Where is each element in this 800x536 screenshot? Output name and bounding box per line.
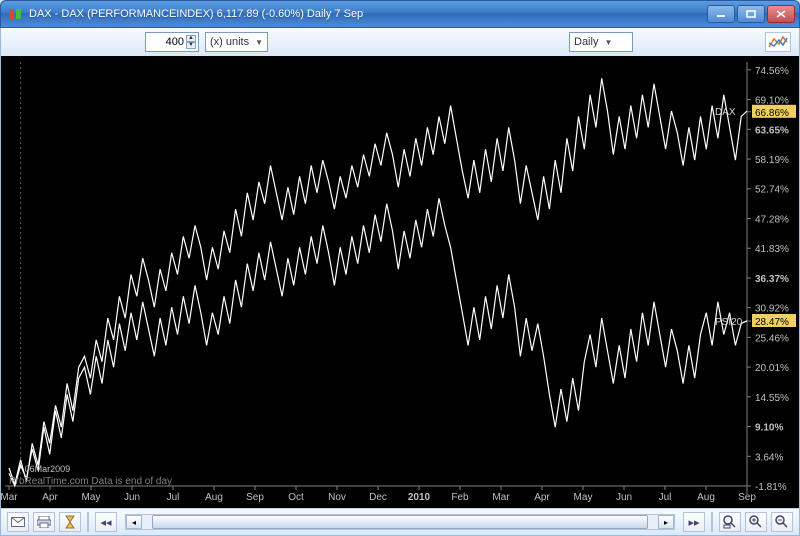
svg-text:Jun: Jun [124,492,140,503]
svg-text:Sep: Sep [246,492,264,503]
timeframe-combo[interactable]: Daily ▼ [569,32,633,52]
svg-text:ProRealTime.com Data is end: ProRealTime.com Data is end of day [9,476,172,487]
units-combo-label: (x) units [210,36,249,48]
svg-text:52.74%: 52.74% [755,185,789,196]
units-spinner[interactable]: ▲ ▼ [145,32,199,52]
close-button[interactable] [767,5,795,23]
time-scrollbar[interactable]: ◂ ▸ [125,514,675,530]
svg-text:28.47%: 28.47% [755,317,789,328]
nav-last-button[interactable]: ▸▸ [683,512,705,532]
window-title: DAX - DAX (PERFORMANCEINDEX) 6,117.89 (-… [29,8,707,20]
units-combo[interactable]: (x) units ▼ [205,32,268,52]
print-icon[interactable] [33,512,55,532]
svg-text:DAX: DAX [715,107,736,118]
zoom-region-button[interactable] [719,512,741,532]
nav-first-button[interactable]: ◂◂ [95,512,117,532]
spinner-up-button[interactable]: ▲ [186,35,196,42]
svg-text:63.65%: 63.65% [755,125,789,136]
svg-text:Feb: Feb [451,492,469,503]
svg-text:Apr: Apr [42,492,58,503]
hourglass-icon[interactable] [59,512,81,532]
svg-text:25.46%: 25.46% [755,333,789,344]
minimize-button[interactable] [707,5,735,23]
spinner-down-button[interactable]: ▼ [186,42,196,49]
scroll-thumb[interactable] [152,515,647,529]
svg-text:30.92%: 30.92% [755,304,789,315]
scroll-left-button[interactable]: ◂ [126,515,142,529]
svg-text:Jun: Jun [616,492,632,503]
top-toolbar: ▲ ▼ (x) units ▼ Daily ▼ [0,28,800,56]
svg-text:74.56%: 74.56% [755,66,789,77]
svg-text:Jul: Jul [659,492,672,503]
units-spinner-input[interactable] [154,36,184,48]
svg-text:Mar: Mar [492,492,510,503]
svg-text:Aug: Aug [697,492,715,503]
mail-icon[interactable] [7,512,29,532]
svg-text:Oct: Oct [288,492,304,503]
chevron-down-icon: ▼ [255,38,263,47]
timeframe-combo-label: Daily [574,36,598,48]
svg-text:May: May [574,492,593,503]
svg-text:Sep: Sep [738,492,756,503]
scroll-right-button[interactable]: ▸ [658,515,674,529]
svg-text:3.64%: 3.64% [755,452,783,463]
svg-text:14.55%: 14.55% [755,393,789,404]
zoom-out-button[interactable] [771,512,793,532]
chevron-down-icon: ▼ [604,38,612,47]
svg-text:06Mar2009: 06Mar2009 [25,464,71,474]
app-icon [7,6,23,22]
svg-text:58.19%: 58.19% [755,155,789,166]
svg-text:41.83%: 41.83% [755,244,789,255]
svg-text:66.86%: 66.86% [755,108,789,119]
window-buttons [707,5,795,23]
price-chart: 74.56%69.10%66.86%63.65%58.19%52.74%47.2… [1,56,799,508]
svg-text:-1.81%: -1.81% [755,482,787,493]
scroll-track[interactable] [142,515,658,529]
maximize-button[interactable] [737,5,765,23]
svg-text:Dec: Dec [369,492,387,503]
svg-text:2010: 2010 [408,492,431,503]
svg-text:47.28%: 47.28% [755,215,789,226]
svg-text:9.10%: 9.10% [755,423,783,434]
svg-text:Jul: Jul [167,492,180,503]
svg-text:20.01%: 20.01% [755,363,789,374]
chart-area[interactable]: 74.56%69.10%66.86%63.65%58.19%52.74%47.2… [0,56,800,508]
svg-text:Apr: Apr [534,492,550,503]
window-titlebar: DAX - DAX (PERFORMANCEINDEX) 6,117.89 (-… [0,0,800,28]
bottom-toolbar: ◂◂ ◂ ▸ ▸▸ [0,508,800,536]
svg-text:May: May [82,492,101,503]
chart-style-button[interactable] [765,32,791,52]
zoom-in-button[interactable] [745,512,767,532]
svg-text:PSI20: PSI20 [715,317,743,328]
svg-text:36.37%: 36.37% [755,274,789,285]
svg-text:Aug: Aug [205,492,223,503]
svg-text:Mar: Mar [1,492,18,503]
svg-text:Nov: Nov [328,492,346,503]
